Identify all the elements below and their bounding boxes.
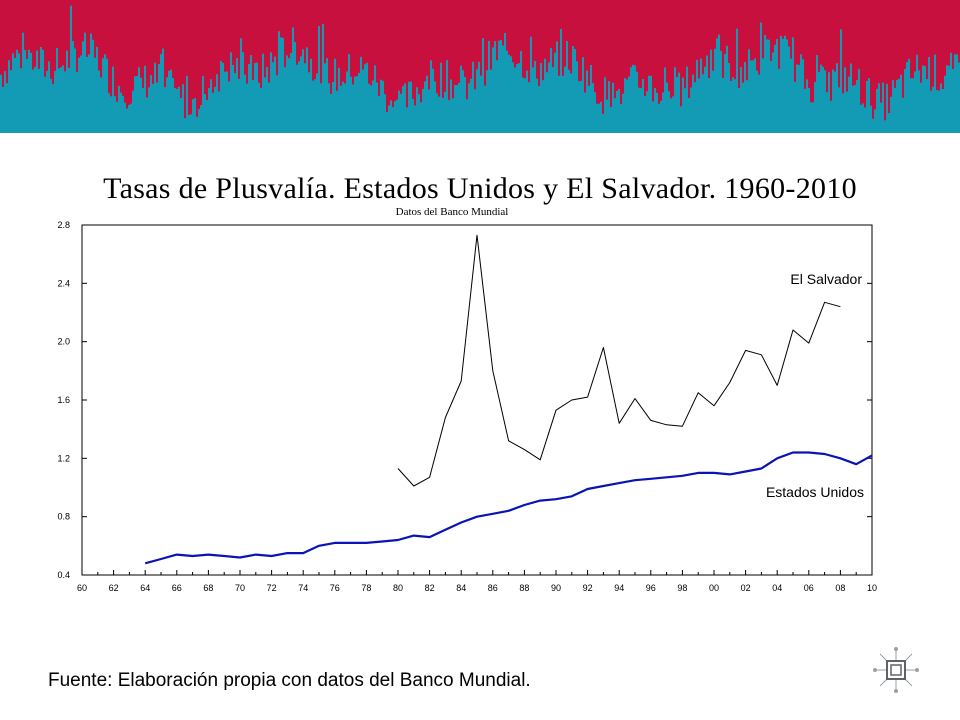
x-tick-label: 92 <box>583 583 593 593</box>
decorative-banner <box>0 0 960 133</box>
series-line-estados-unidos <box>144 451 873 565</box>
x-tick-label: 96 <box>646 583 656 593</box>
network-cube-icon <box>873 647 919 693</box>
series-line-el-salvador <box>397 234 841 487</box>
x-tick-label: 84 <box>456 583 466 593</box>
banner-stripes <box>0 5 960 133</box>
x-tick-label: 66 <box>172 583 182 593</box>
y-tick-label: 2.8 <box>57 220 70 230</box>
x-tick-label: 00 <box>709 583 719 593</box>
x-tick-label: 60 <box>77 583 87 593</box>
line-chart: 0.4 0.8 1.2 1.6 2.0 2.4 2.8 60 62 64 66 68 70 72 74 76… <box>57 220 877 593</box>
x-tick-label: 88 <box>519 583 529 593</box>
x-tick-label: 90 <box>551 583 561 593</box>
x-tick-label: 70 <box>235 583 245 593</box>
x-tick-label: 04 <box>772 583 782 593</box>
x-tick-label: 78 <box>361 583 371 593</box>
x-tick-label: 02 <box>741 583 751 593</box>
x-tick-label: 94 <box>614 583 624 593</box>
x-tick-label: 64 <box>140 583 150 593</box>
x-tick-label: 86 <box>488 583 498 593</box>
source-note: Fuente: Elaboración propia con datos del… <box>48 670 531 691</box>
y-tick-label: 2.4 <box>57 278 70 288</box>
y-tick-label: 0.4 <box>57 570 70 580</box>
x-tick-label: 76 <box>330 583 340 593</box>
x-tick-label: 98 <box>677 583 687 593</box>
y-tick-label: 0.8 <box>57 512 70 522</box>
x-tick-label: 10 <box>867 583 877 593</box>
series-label-estados-unidos: Estados Unidos <box>766 484 864 500</box>
x-tick-label: 82 <box>425 583 435 593</box>
y-tick-label: 2.0 <box>57 337 70 347</box>
x-tick-label: 62 <box>109 583 119 593</box>
series-label-el-salvador: El Salvador <box>790 271 862 287</box>
chart-subtitle: Datos del Banco Mundial <box>395 206 509 218</box>
x-tick-label: 08 <box>835 583 845 593</box>
x-tick-label: 72 <box>267 583 277 593</box>
x-tick-label: 06 <box>804 583 814 593</box>
x-tick-label: 74 <box>298 583 308 593</box>
chart-title: Tasas de Plusvalía. Estados Unidos y El … <box>103 172 857 205</box>
y-tick-label: 1.6 <box>57 395 70 405</box>
x-tick-label: 68 <box>203 583 213 593</box>
plot-area <box>81 224 873 576</box>
y-tick-label: 1.2 <box>57 453 70 463</box>
x-tick-label: 80 <box>393 583 403 593</box>
